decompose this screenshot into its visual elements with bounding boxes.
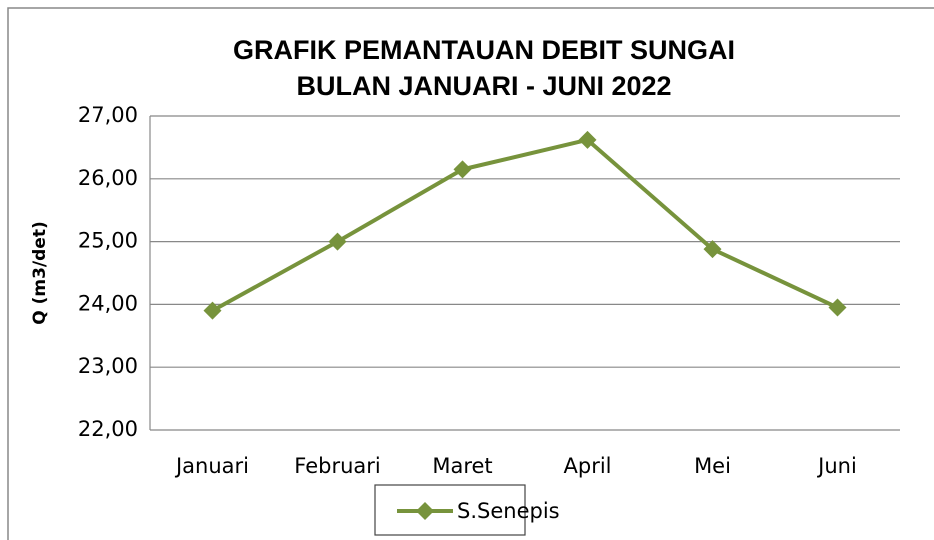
x-tick-label: Januari: [174, 454, 249, 478]
legend-marker: [416, 502, 434, 520]
x-tick-label: Juni: [816, 454, 857, 478]
x-tick-label: Februari: [294, 454, 380, 478]
chart-title: GRAFIK PEMANTAUAN DEBIT SUNGAI: [233, 35, 735, 65]
y-axis-label: Q (m3/det): [30, 221, 50, 325]
point-marker: [703, 240, 722, 259]
point-marker: [828, 298, 847, 317]
x-tick-label: Mei: [694, 454, 731, 478]
chart-title: BULAN JANUARI - JUNI 2022: [296, 71, 671, 101]
point-marker: [453, 160, 472, 179]
legend-label: S.Senepis: [457, 499, 560, 523]
y-tick-label: 25,00: [78, 229, 138, 253]
point-marker: [328, 232, 347, 251]
y-tick-label: 24,00: [78, 291, 138, 315]
point-marker: [578, 130, 597, 149]
y-tick-label: 22,00: [78, 417, 138, 441]
point-marker: [203, 301, 222, 320]
chart-frame: [7, 7, 934, 540]
y-tick-label: 27,00: [78, 103, 138, 127]
x-tick-label: Maret: [432, 454, 492, 478]
series-line: [211, 137, 839, 313]
x-tick-label: April: [564, 454, 612, 478]
y-tick-label: 26,00: [78, 166, 138, 190]
y-tick-label: 23,00: [78, 354, 138, 378]
